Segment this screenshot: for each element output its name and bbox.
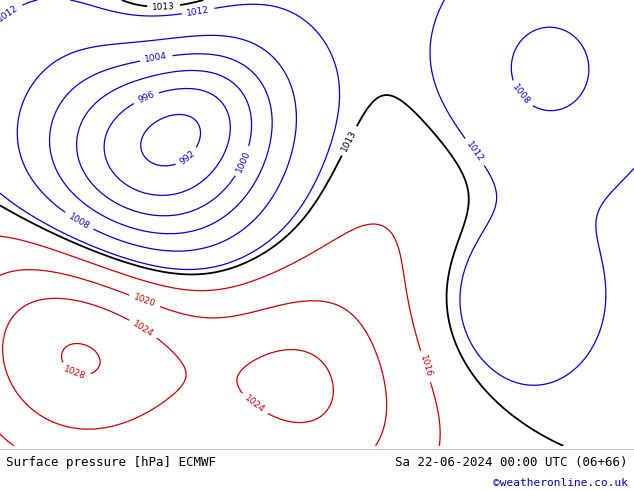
Text: 992: 992: [178, 148, 197, 167]
Text: 1016: 1016: [418, 354, 433, 379]
Text: 1004: 1004: [144, 52, 168, 65]
Text: 1020: 1020: [133, 293, 157, 309]
Text: 1000: 1000: [235, 149, 252, 174]
Text: 1024: 1024: [243, 394, 266, 415]
Text: 1012: 1012: [465, 140, 485, 164]
Text: 1013: 1013: [152, 2, 176, 12]
Text: Sa 22-06-2024 00:00 UTC (06+66): Sa 22-06-2024 00:00 UTC (06+66): [395, 456, 628, 469]
Text: 996: 996: [136, 90, 156, 105]
Text: ©weatheronline.co.uk: ©weatheronline.co.uk: [493, 478, 628, 489]
Text: 1013: 1013: [340, 128, 358, 153]
Text: 1012: 1012: [0, 3, 20, 24]
Text: 1008: 1008: [510, 83, 531, 107]
Text: 1012: 1012: [186, 5, 210, 18]
Text: 1028: 1028: [62, 365, 87, 382]
Text: 1024: 1024: [131, 318, 155, 339]
Text: 1008: 1008: [67, 212, 91, 231]
Text: Surface pressure [hPa] ECMWF: Surface pressure [hPa] ECMWF: [6, 456, 216, 469]
